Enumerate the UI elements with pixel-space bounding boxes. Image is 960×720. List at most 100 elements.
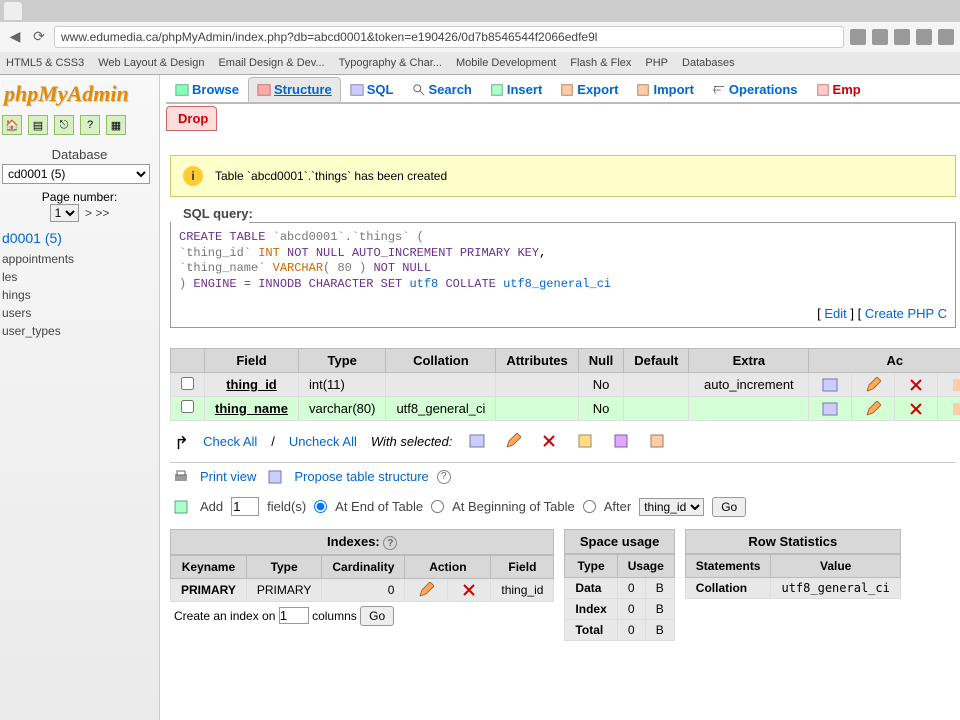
browse-icon[interactable] xyxy=(822,401,838,417)
bookmark-item[interactable]: HTML5 & CSS3 xyxy=(6,57,84,69)
url-field[interactable]: www.edumedia.ca/phpMyAdmin/index.php?db=… xyxy=(54,26,844,48)
empty-icon xyxy=(816,83,830,97)
browse-icon[interactable] xyxy=(822,377,838,393)
back-button[interactable]: ◀ xyxy=(6,28,24,46)
delete-icon[interactable] xyxy=(461,582,477,598)
print-row: Print view Propose table structure ? xyxy=(166,463,960,491)
table-item[interactable]: les xyxy=(2,268,157,286)
tab-browse[interactable]: Browse xyxy=(166,77,248,102)
row-checkbox[interactable] xyxy=(181,377,194,390)
after-radio[interactable] xyxy=(583,500,596,513)
tab-sql[interactable]: SQL xyxy=(341,77,403,102)
edit-icon[interactable] xyxy=(865,377,881,393)
ext-icon[interactable] xyxy=(894,29,910,45)
primary-action-icon[interactable] xyxy=(577,433,593,449)
ext-icon[interactable] xyxy=(872,29,888,45)
url-text: www.edumedia.ca/phpMyAdmin/index.php?db=… xyxy=(61,30,597,44)
bookmark-item[interactable]: Web Layout & Design xyxy=(98,57,204,69)
row-checkbox[interactable] xyxy=(181,400,194,413)
space-usage-table: Space usage TypeUsage Data0B Index0B Tot… xyxy=(564,529,674,641)
field-name[interactable]: thing_id xyxy=(205,373,299,397)
print-icon xyxy=(173,469,189,485)
end-radio[interactable] xyxy=(314,500,327,513)
tab-export[interactable]: Export xyxy=(551,77,627,102)
index-action-icon[interactable] xyxy=(649,433,665,449)
page-select[interactable]: 1 xyxy=(50,204,79,222)
go-button[interactable]: Go xyxy=(712,497,746,517)
tab-import[interactable]: Import xyxy=(627,77,702,102)
th-field: Field xyxy=(491,556,554,579)
reload-button[interactable]: ⟳ xyxy=(30,28,48,46)
table-item[interactable]: user_types xyxy=(2,322,157,340)
export-icon xyxy=(560,83,574,97)
edit-action-icon[interactable] xyxy=(505,433,521,449)
field-default xyxy=(624,373,689,397)
bookmark-item[interactable]: Databases xyxy=(682,57,735,69)
structure-icon xyxy=(257,83,271,97)
help-icon[interactable]: ? xyxy=(437,470,451,484)
bookmark-item[interactable]: PHP xyxy=(645,57,668,69)
tab-empty[interactable]: Emp xyxy=(807,77,870,102)
browse-action-icon[interactable] xyxy=(469,433,485,449)
home-icon[interactable]: 🏠 xyxy=(2,115,22,135)
tab-insert[interactable]: Insert xyxy=(481,77,551,102)
sql-actions: [ Edit ] [ Create PHP C xyxy=(171,300,955,327)
ext-icon[interactable] xyxy=(850,29,866,45)
tab-strip xyxy=(0,0,960,22)
beginning-radio[interactable] xyxy=(431,500,444,513)
stat-name: Collation xyxy=(685,577,771,598)
help-icon[interactable]: ? xyxy=(383,536,397,550)
db-name-link[interactable]: d0001 (5) xyxy=(0,222,159,250)
bookmark-item[interactable]: Typography & Char... xyxy=(339,57,442,69)
ext-icon[interactable] xyxy=(916,29,932,45)
edit-link[interactable]: Edit xyxy=(824,306,846,321)
insert-icon xyxy=(490,83,504,97)
more-icon[interactable] xyxy=(951,401,960,417)
field-type: varchar(80) xyxy=(298,396,385,420)
fields-label: field(s) xyxy=(267,499,306,514)
more-icon[interactable] xyxy=(951,377,960,393)
menu-icon[interactable] xyxy=(938,29,954,45)
th-keyname: Keyname xyxy=(171,556,247,579)
unique-action-icon[interactable] xyxy=(613,433,629,449)
message-text: Table `abcd0001`.`things` has been creat… xyxy=(215,169,447,183)
browser-chrome: ◀ ⟳ www.edumedia.ca/phpMyAdmin/index.php… xyxy=(0,0,960,75)
logo: phpMyAdmin xyxy=(0,79,159,109)
add-label: Add xyxy=(200,499,223,514)
propose-link[interactable]: Propose table structure xyxy=(294,469,428,484)
edit-icon[interactable] xyxy=(418,582,434,598)
bookmark-item[interactable]: Flash & Flex xyxy=(570,57,631,69)
table-item[interactable]: users xyxy=(2,304,157,322)
delete-icon[interactable] xyxy=(908,377,924,393)
exit-icon[interactable]: ⎋ xyxy=(54,115,74,135)
bookmark-item[interactable]: Email Design & Dev... xyxy=(218,57,324,69)
field-name[interactable]: thing_name xyxy=(205,396,299,420)
uncheck-all-link[interactable]: Uncheck All xyxy=(289,434,357,449)
with-selected-label: With selected: xyxy=(371,434,453,449)
database-select[interactable]: cd0001 (5) xyxy=(2,164,150,184)
docs-icon[interactable]: ▦ xyxy=(106,115,126,135)
table-item[interactable]: hings xyxy=(2,286,157,304)
table-item[interactable]: appointments xyxy=(2,250,157,268)
th-statements: Statements xyxy=(685,554,771,577)
create-php-link[interactable]: Create PHP C xyxy=(865,306,947,321)
edit-icon[interactable] xyxy=(865,401,881,417)
tab-operations[interactable]: Operations xyxy=(703,77,807,102)
go-button[interactable]: Go xyxy=(360,606,394,626)
bookmark-item[interactable]: Mobile Development xyxy=(456,57,556,69)
add-count-input[interactable] xyxy=(231,497,259,516)
index-cols-input[interactable] xyxy=(279,607,309,624)
tab-search[interactable]: Search xyxy=(403,77,481,102)
tab-drop[interactable]: Drop xyxy=(166,106,217,131)
delete-icon[interactable] xyxy=(908,401,924,417)
check-all-link[interactable]: Check All xyxy=(203,434,257,449)
tab-structure[interactable]: Structure xyxy=(248,77,341,102)
print-view-link[interactable]: Print view xyxy=(200,469,256,484)
delete-action-icon[interactable] xyxy=(541,433,557,449)
browser-tab[interactable] xyxy=(4,2,22,20)
query-icon[interactable]: ? xyxy=(80,115,100,135)
sql-icon[interactable]: ▤ xyxy=(28,115,48,135)
index-row: PRIMARY PRIMARY 0 thing_id xyxy=(171,579,554,602)
page-next[interactable]: > >> xyxy=(85,206,109,220)
after-field-select[interactable]: thing_id xyxy=(639,498,704,516)
